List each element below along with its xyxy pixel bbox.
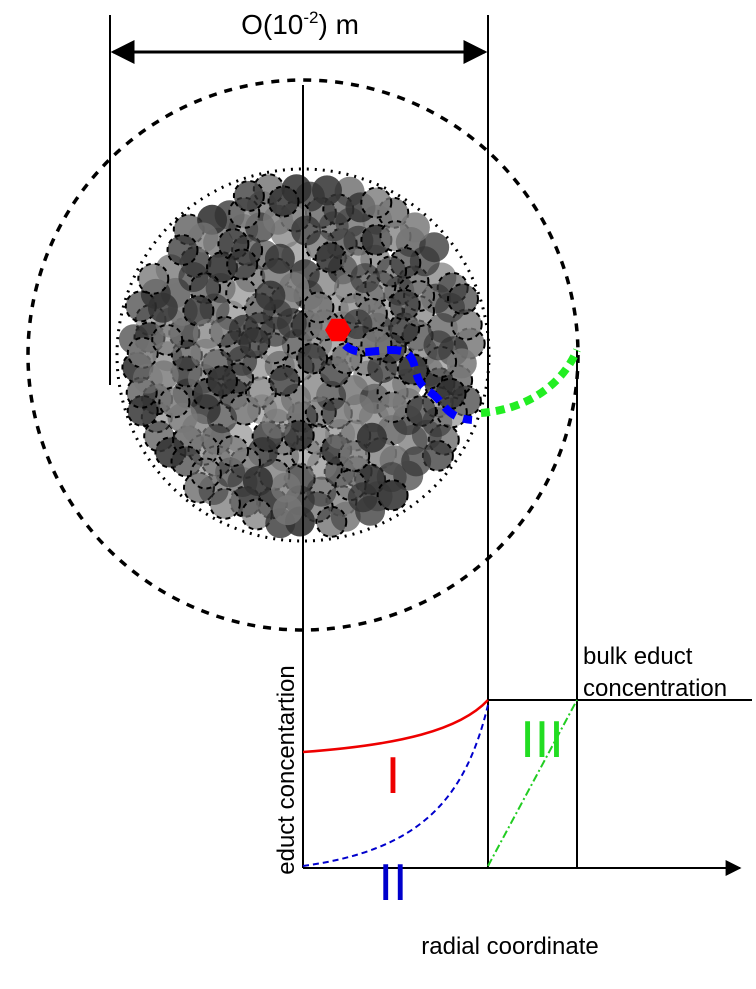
particle	[255, 280, 286, 311]
bulk-label-1: bulk educt	[583, 643, 693, 670]
particle	[158, 386, 191, 419]
particle	[217, 435, 250, 467]
particle	[434, 377, 467, 410]
particle	[314, 241, 347, 274]
particle	[447, 283, 479, 315]
particle	[189, 457, 222, 490]
particle	[356, 422, 387, 453]
particle	[207, 403, 237, 434]
particle	[401, 446, 432, 477]
scale-base: O(10	[241, 9, 303, 40]
particle	[312, 175, 342, 206]
film-diffusion-path	[480, 348, 581, 417]
pore-diffusion-path	[342, 341, 473, 424]
curve-I	[302, 699, 489, 754]
scale-sup: -2	[303, 8, 318, 27]
curve-II	[302, 704, 489, 867]
curve-III	[487, 699, 578, 867]
particle	[226, 248, 259, 281]
label-III: III	[520, 711, 563, 769]
label-I: I	[386, 747, 400, 805]
particle-cluster	[118, 173, 486, 539]
particle	[228, 314, 259, 345]
x-axis-label: radial coordinate	[421, 933, 598, 960]
scale-label: O(10-2) m	[241, 8, 359, 40]
particle	[350, 263, 381, 294]
particle	[272, 495, 303, 526]
particle	[388, 288, 421, 321]
scale-tail: ) m	[318, 9, 358, 40]
particle	[405, 395, 437, 427]
particle	[291, 215, 322, 246]
particle	[182, 413, 212, 444]
particle	[318, 211, 349, 242]
particle	[306, 476, 337, 507]
particle	[225, 277, 258, 310]
particle	[166, 234, 199, 266]
y-axis-label: educt concentartion	[273, 665, 300, 874]
bulk-label-2: concentration	[583, 675, 727, 702]
particle	[302, 291, 335, 324]
particle	[360, 186, 393, 219]
particle	[147, 292, 178, 323]
particle	[423, 330, 454, 361]
particle	[325, 419, 356, 449]
label-II: II	[379, 854, 408, 912]
particle	[182, 294, 215, 327]
particle	[267, 185, 300, 218]
particle	[260, 316, 291, 347]
particle	[376, 479, 409, 512]
particle	[151, 324, 184, 356]
particle	[137, 262, 170, 295]
particle	[315, 505, 348, 538]
particle	[247, 394, 278, 425]
particle	[264, 243, 295, 274]
particle	[206, 365, 238, 398]
particle	[268, 364, 301, 397]
particle	[411, 419, 442, 450]
particle	[375, 255, 408, 288]
particle	[279, 272, 309, 303]
particle	[132, 363, 163, 394]
particle	[270, 472, 301, 503]
particle	[242, 466, 273, 496]
active-site	[325, 318, 351, 342]
particle	[126, 336, 159, 369]
particle	[399, 212, 430, 243]
particle	[190, 338, 221, 369]
particle	[296, 342, 329, 375]
particle	[232, 180, 265, 212]
particle	[347, 482, 378, 513]
